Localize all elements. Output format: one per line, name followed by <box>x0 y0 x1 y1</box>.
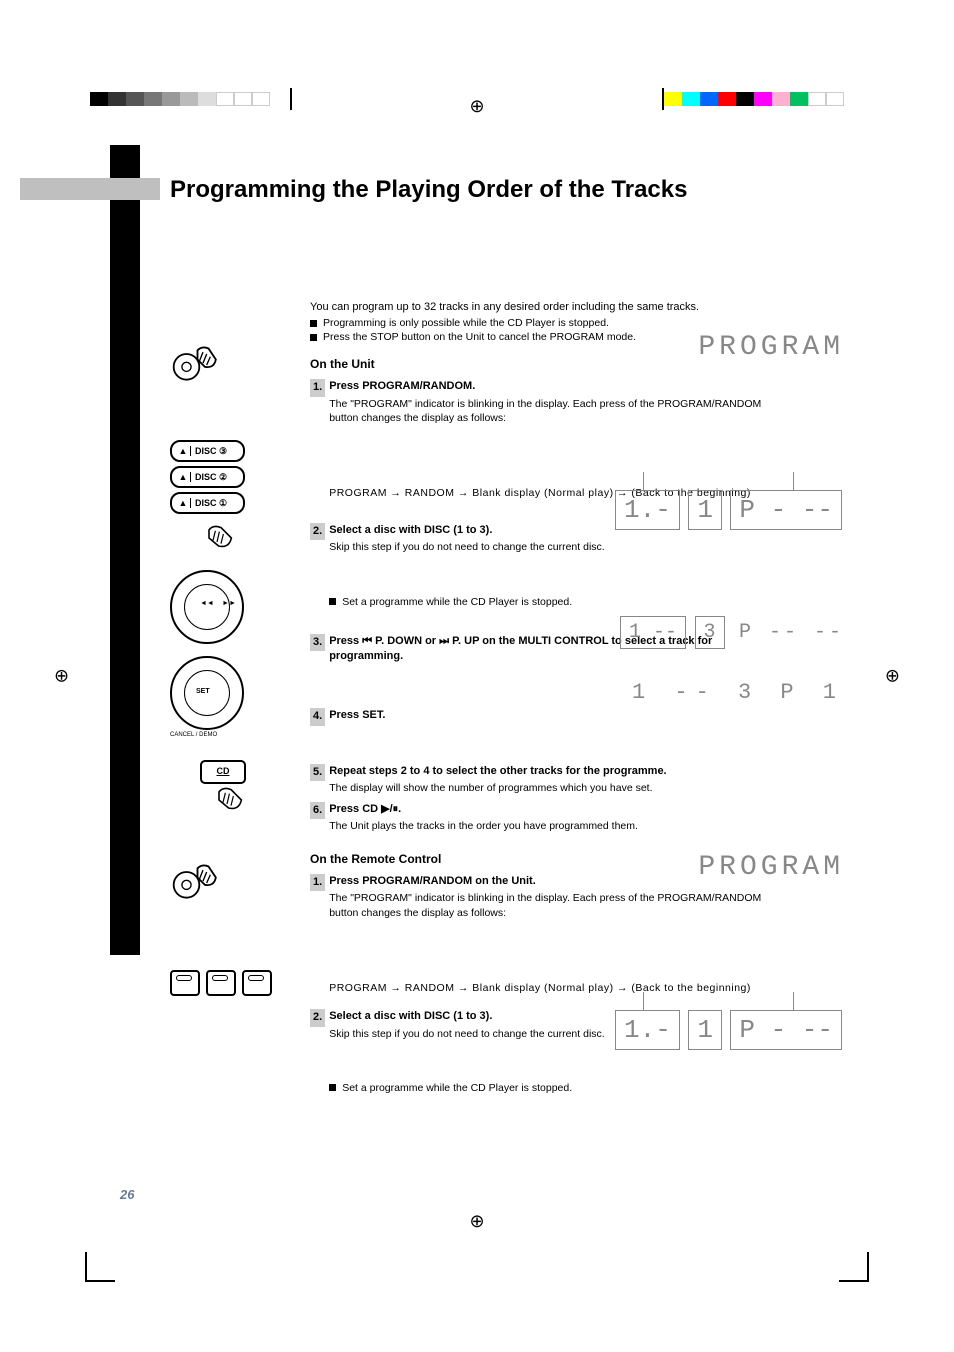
disc-buttons: ▲DISC ③ ▲DISC ② ▲DISC ① <box>170 440 245 514</box>
disc-2-label: DISC ② <box>195 472 227 483</box>
side-registration-right: ⊕ <box>885 666 900 687</box>
intro-text: You can program up to 32 tracks in any d… <box>310 300 784 315</box>
step-number: 1. <box>310 874 325 891</box>
crop-tick <box>662 88 664 110</box>
press-hand-small-icon <box>200 518 250 558</box>
display-set: 1 -- 3 P 1 <box>632 680 844 705</box>
bullet-icon <box>329 1084 336 1091</box>
step-2-note: Set a programme while the CD Player is s… <box>342 595 572 610</box>
step-1-title: Press PROGRAM/RANDOM. <box>329 379 784 394</box>
press-hand-small-icon <box>210 780 260 820</box>
step-1-desc: The "PROGRAM" indicator is blinking in t… <box>329 397 784 426</box>
center-registration-bottom: ⊕ <box>469 1211 484 1232</box>
cancel-demo-label: CANCEL / DEMO <box>170 732 280 738</box>
step-6-desc: The Unit plays the tracks in the order y… <box>329 819 784 834</box>
step-number: 6. <box>310 802 325 819</box>
step-number: 4. <box>310 708 325 725</box>
title-accent-bar <box>20 178 160 200</box>
step-number: 1. <box>310 379 325 396</box>
step-number: 2. <box>310 523 325 540</box>
press-hand-icon <box>170 332 225 387</box>
registration-grayscale-bar <box>90 92 270 106</box>
display-program-remote: PROGRAM <box>698 852 844 883</box>
remote-disc-buttons-icon <box>170 970 280 996</box>
bullet-icon <box>310 320 317 327</box>
remote-step-1-arrows: PROGRAM → RANDOM → Blank display (Normal… <box>329 981 784 996</box>
set-jog-icon: SET <box>170 656 244 730</box>
crop-tick <box>290 88 292 110</box>
step-2-desc: Skip this step if you do not need to cha… <box>329 540 784 555</box>
disc-3-label: DISC ③ <box>195 446 227 457</box>
display-disc-select: 1.- 1 P - -- <box>613 490 844 530</box>
display-program: PROGRAM <box>698 332 844 363</box>
step-number: 3. <box>310 634 325 651</box>
press-hand-icon <box>170 850 225 905</box>
remote-step-2-note: Set a programme while the CD Player is s… <box>342 1081 572 1096</box>
center-registration-top: ⊕ <box>469 96 484 117</box>
disc-1-label: DISC ① <box>195 498 227 509</box>
page-number: 26 <box>120 1187 134 1202</box>
crop-mark-bl <box>85 1252 115 1282</box>
step-5-title: Repeat steps 2 to 4 to select the other … <box>329 764 784 779</box>
index-tab <box>110 145 140 955</box>
multi-control-jog-icon: ◄◄ ►► <box>170 570 244 644</box>
bullet-icon <box>310 334 317 341</box>
crop-mark-br <box>839 1252 869 1282</box>
note-1: Programming is only possible while the C… <box>323 317 609 329</box>
step-4-title: Press SET. <box>329 708 784 723</box>
side-registration-left: ⊕ <box>54 666 69 687</box>
display-track-select: 1 -- 3 P -- -- <box>618 616 844 649</box>
note-2: Press the STOP button on the Unit to can… <box>323 331 636 343</box>
display-disc-select-remote: 1.- 1 P - -- <box>613 1010 844 1050</box>
step-number: 2. <box>310 1009 325 1026</box>
step-number: 5. <box>310 764 325 781</box>
step-6-title: Press CD ▶/⏸. <box>329 802 784 817</box>
bullet-icon <box>329 598 336 605</box>
registration-color-bar <box>664 92 844 106</box>
remote-step-1-desc: The "PROGRAM" indicator is blinking in t… <box>329 891 784 920</box>
step-5-desc: The display will show the number of prog… <box>329 781 784 796</box>
